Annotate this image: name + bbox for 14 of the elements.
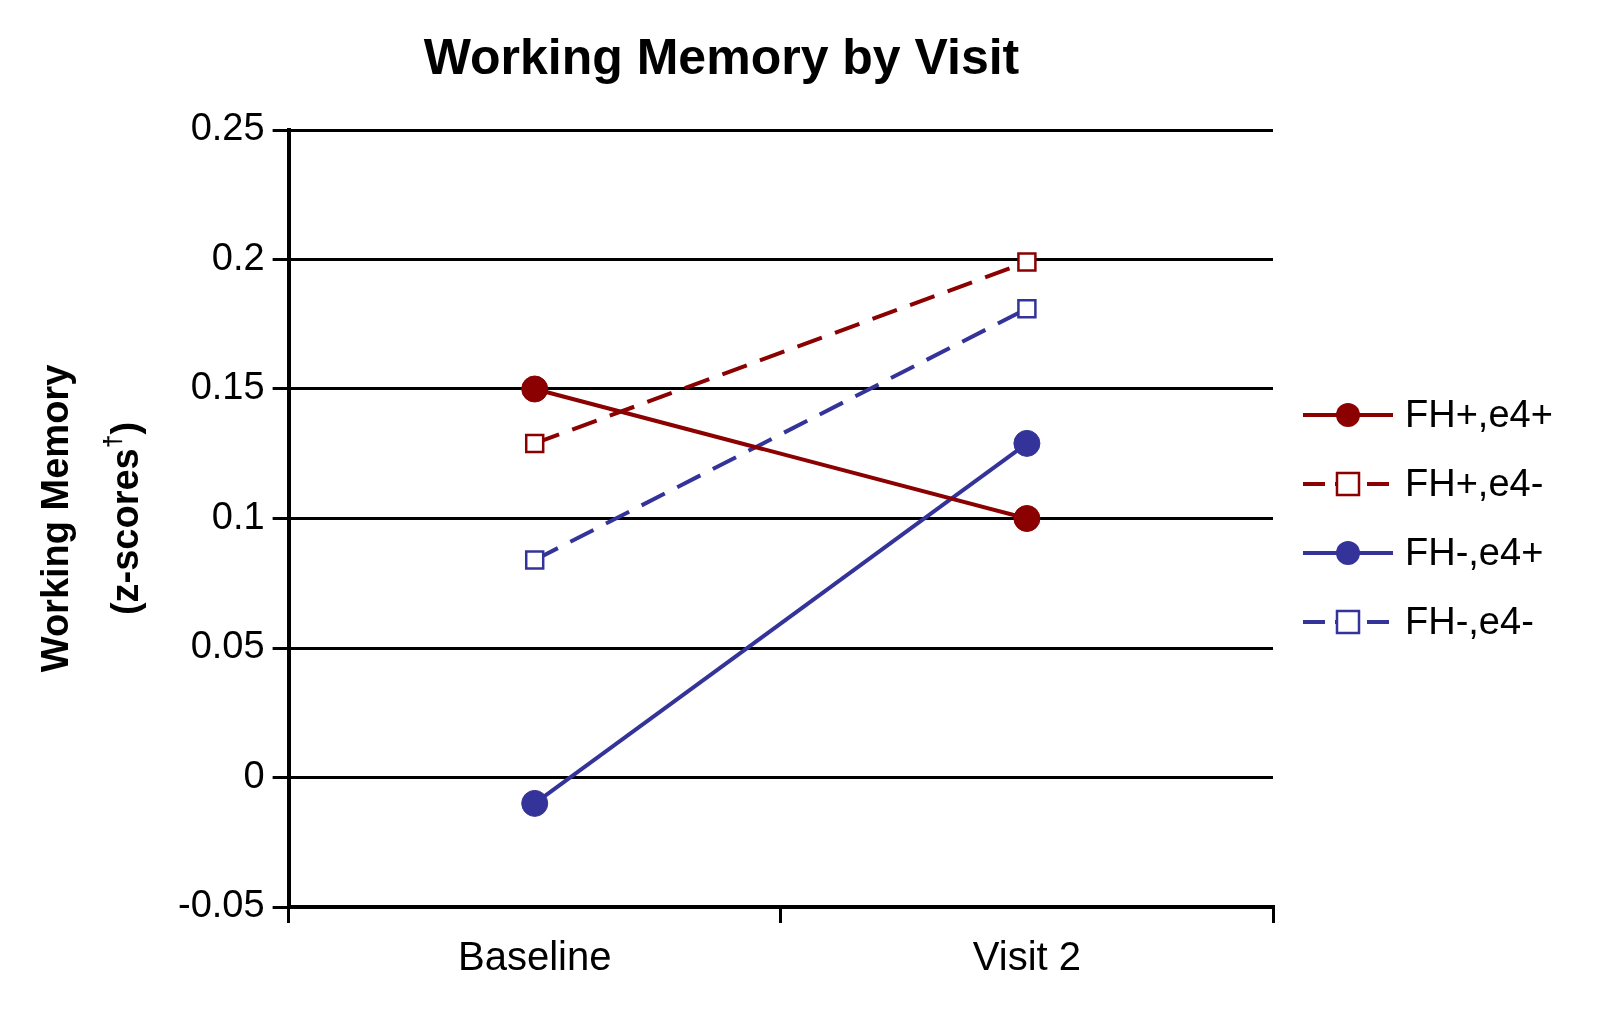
- chart-title: Working Memory by Visit: [423, 28, 1020, 85]
- x-tick-label: Visit 2: [972, 934, 1081, 979]
- x-tick-label: Baseline: [457, 934, 612, 979]
- y-tick-label: 0: [243, 753, 265, 796]
- y-tick-label: 0.2: [211, 235, 265, 278]
- y-tick-label: 0.05: [190, 624, 265, 667]
- y-tick-label: 0.1: [211, 494, 265, 537]
- legend-label: FH-,e4+: [1405, 531, 1544, 574]
- y-tick-label: -0.05: [177, 883, 265, 926]
- legend-label: FH+,e4-: [1405, 462, 1544, 505]
- legend-label: FH-,e4-: [1405, 600, 1534, 643]
- y-tick-label: 0.25: [190, 106, 265, 149]
- y-tick-label: 0.15: [190, 365, 265, 408]
- legend-label: FH+,e4+: [1405, 393, 1553, 436]
